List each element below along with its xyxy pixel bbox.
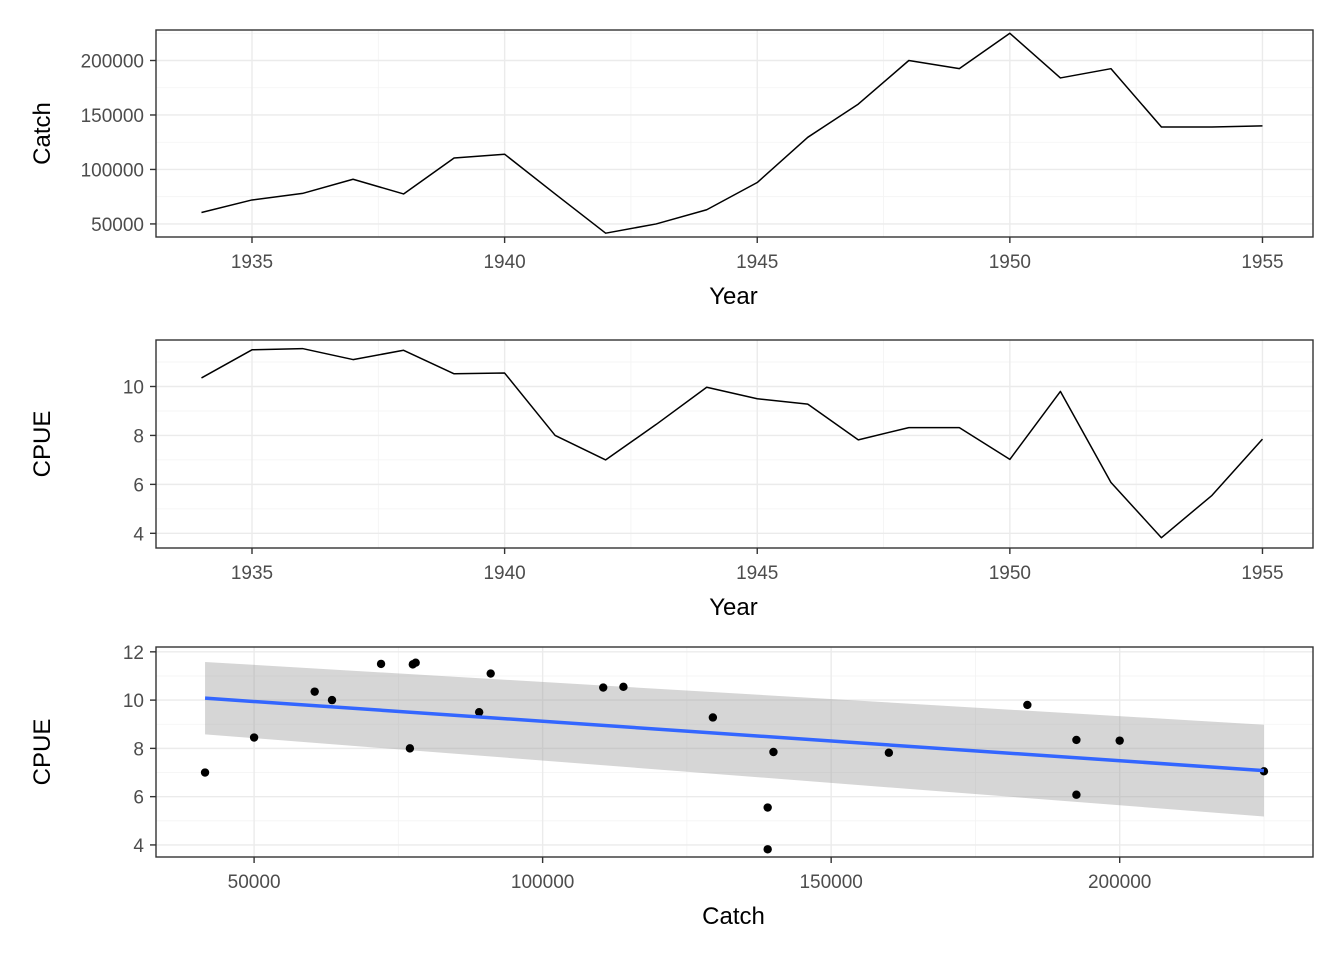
x-tick-label: 150000 [799, 872, 862, 893]
data-point [763, 845, 772, 854]
y-tick-label: 12 [123, 643, 144, 664]
x-axis-title: Year [709, 283, 758, 310]
cpue-vs-catch-panel: 50000 100000 150000 200000 4 6 8 10 12 Catch CPUE [29, 643, 1314, 930]
x-tick-label: 1940 [483, 563, 525, 584]
data-point [708, 713, 718, 722]
x-axis-title: Catch [702, 903, 765, 930]
data-point [474, 707, 484, 717]
y-tick-label: 100000 [81, 160, 144, 181]
grid [156, 340, 1313, 548]
data-point [884, 748, 894, 757]
x-tick-label: 1935 [231, 252, 273, 273]
data-point [486, 669, 495, 678]
panel-border [155, 646, 1314, 858]
y-tick-label: 8 [133, 739, 144, 760]
confidence-band [205, 661, 1264, 817]
data-point [1072, 790, 1081, 799]
y-tick-label: 4 [133, 524, 144, 545]
panel-border [155, 29, 1314, 238]
data-point [1023, 700, 1032, 710]
data-point [405, 744, 415, 753]
data-point [1072, 735, 1081, 745]
x-tick-label: 1955 [1241, 252, 1283, 273]
y-tick-label: 8 [133, 426, 144, 447]
y-tick-label: 50000 [91, 215, 144, 236]
y-tick-label: 150000 [81, 106, 144, 127]
series-line [201, 32, 1263, 234]
data-point [763, 803, 772, 812]
x-tick-label: 100000 [511, 872, 574, 893]
x-tick-label: 50000 [228, 872, 281, 893]
data-point [619, 682, 628, 692]
x-axis-title: Year [709, 594, 758, 621]
data-point [200, 768, 210, 777]
y-axis-title: CPUE [29, 719, 56, 786]
data-point [327, 695, 337, 705]
x-tick-label: 1950 [989, 252, 1031, 273]
data-point [249, 733, 259, 742]
y-tick-label: 4 [133, 836, 144, 857]
y-tick-label: 6 [133, 475, 144, 496]
trend-line [204, 696, 1265, 773]
x-tick-label: 200000 [1088, 872, 1151, 893]
y-axis-title: CPUE [29, 411, 56, 478]
y-tick-label: 6 [133, 788, 144, 809]
data-point [1115, 736, 1124, 745]
series-line [201, 347, 1264, 539]
data-point [310, 687, 319, 696]
cpue-vs-year-panel: 1935 1940 1945 1950 1955 4 6 8 10 Year CPUE [29, 339, 1314, 621]
panel-border [155, 339, 1314, 549]
x-tick-label: 1935 [231, 563, 273, 584]
data-point [408, 660, 417, 669]
data-point [599, 683, 608, 692]
x-tick-label: 1940 [483, 252, 525, 273]
grid [156, 30, 1313, 237]
y-tick-label: 10 [123, 377, 144, 398]
grid [156, 647, 1313, 857]
catch-vs-year-panel: 1935 1940 1945 1950 1955 50000 100000 150000 200… [29, 29, 1314, 310]
data-point [376, 659, 386, 669]
x-tick-label: 1945 [736, 563, 778, 584]
y-axis-title: Catch [29, 102, 56, 165]
x-tick-label: 1950 [989, 563, 1031, 584]
y-tick-label: 10 [123, 691, 144, 712]
y-tick-label: 200000 [81, 52, 144, 73]
x-tick-label: 1945 [736, 252, 778, 273]
x-tick-label: 1955 [1241, 563, 1283, 584]
data-point [769, 747, 778, 757]
